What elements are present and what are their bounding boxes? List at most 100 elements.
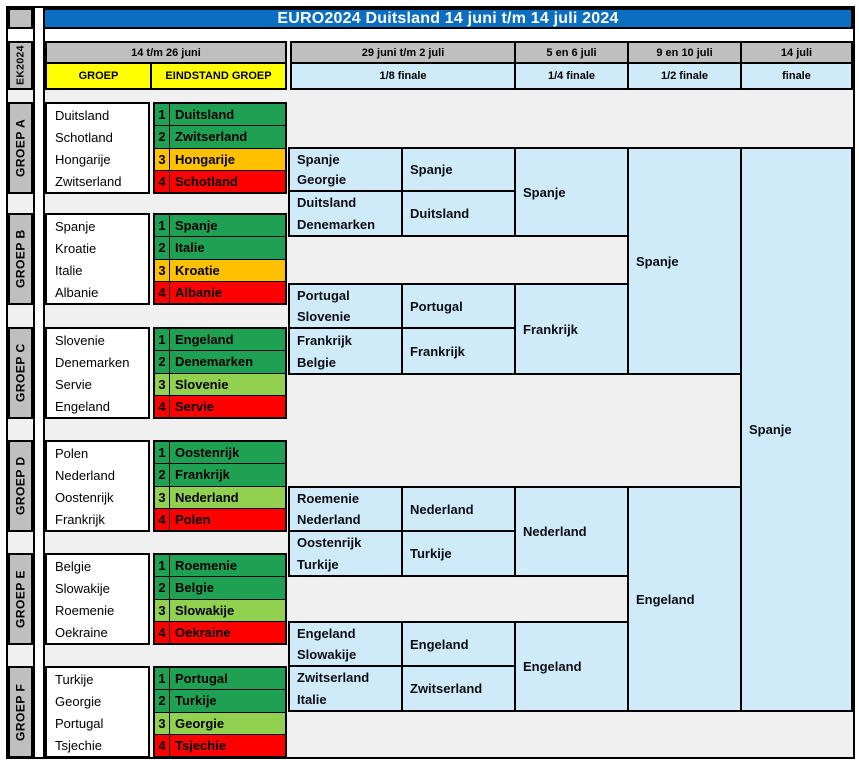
group-team: Slovenie [55, 333, 105, 348]
r16-team-away: Nederland [297, 512, 361, 527]
r16-team-home: Zwitserland [297, 670, 370, 686]
standing-rank: 3 [155, 599, 170, 621]
group-team: Engeland [55, 399, 110, 414]
standing-team: Nederland [175, 489, 239, 505]
r16-winner: Frankrijk [401, 327, 516, 375]
r16-match: Spanje Georgie [288, 147, 403, 192]
standing-row: 4 Tsjechie [155, 734, 285, 756]
standing-row: 4 Polen [155, 508, 285, 530]
standing-team: Portugal [175, 671, 228, 686]
standing-row: 1 Oostenrijk [155, 442, 285, 465]
standing-row: 3 Slowakije [155, 599, 285, 622]
title-gap-row [8, 29, 853, 41]
header-r16: 1/8 finale [290, 62, 516, 90]
standing-row: 2 Italie [155, 237, 285, 260]
standing-row: 3 Slovenie [155, 373, 285, 396]
standing-rank: 4 [155, 170, 170, 192]
standing-rank: 3 [155, 486, 170, 508]
champion: Spanje [740, 147, 853, 712]
group-standings: 1 Duitsland 2 Zwitserland 3 Hongarije 4 Schotla… [153, 102, 287, 194]
header-group-stage-date: 14 t/m 26 juni [45, 41, 287, 64]
standing-row: 2 Zwitserland [155, 126, 285, 149]
standing-team: Servie [175, 398, 215, 414]
standing-team: Tsjechie [175, 737, 227, 753]
header-qf-date: 5 en 6 juli [514, 41, 629, 64]
standing-row: 1 Duitsland [155, 104, 285, 127]
r16-team-home: Oostenrijk [297, 535, 362, 551]
group-team: Roemenie [55, 603, 115, 618]
group-team: Zwitserland [55, 174, 122, 189]
r16-team-away: Turkije [297, 556, 339, 572]
standing-team: Oekraine [175, 624, 231, 640]
r16-winner: Duitsland [401, 190, 516, 237]
sf-winner: Engeland [627, 486, 742, 712]
standing-rank: 1 [155, 104, 170, 126]
r16-winner: Turkije [401, 530, 516, 577]
r16-winner: Spanje [401, 147, 516, 192]
standing-row: 4 Albanie [155, 281, 285, 303]
group-standings: 1 Portugal 2 Turkije 3 Georgie 4 Tsjechie [153, 666, 287, 758]
standing-team: Roemenie [175, 558, 238, 573]
standing-team: Schotland [175, 173, 238, 189]
standing-rank: 2 [155, 690, 170, 712]
group-standings: 1 Engeland 2 Denemarken 3 Slovenie 4 Servie [153, 327, 287, 419]
standing-rank: 2 [155, 577, 170, 599]
group-sidebar-label: GROEP F [8, 666, 33, 758]
standing-row: 2 Turkije [155, 690, 285, 713]
group-team: Portugal [55, 716, 104, 731]
qf-winner: Engeland [514, 621, 629, 712]
standing-team: Slowakije [175, 602, 235, 618]
standing-team: Duitsland [175, 107, 235, 122]
r16-match: Portugal Slovenie [288, 283, 403, 329]
header-groep: GROEP [45, 62, 152, 90]
standing-team: Belgie [175, 580, 215, 596]
standing-rank: 1 [155, 555, 170, 577]
header-final: finale [740, 62, 853, 90]
standing-rank: 2 [155, 126, 170, 148]
r16-winner: Zwitserland [401, 665, 516, 712]
group-sidebar-label: GROEP D [8, 440, 33, 532]
header-eindstand: EINDSTAND GROEP [150, 62, 287, 90]
r16-team-away: Belgie [297, 354, 337, 370]
standing-row: 2 Belgie [155, 577, 285, 600]
standing-row: 1 Roemenie [155, 555, 285, 578]
standing-row: 3 Nederland [155, 486, 285, 509]
r16-team-away: Denemarken [297, 216, 376, 232]
r16-team-away: Italie [297, 691, 327, 707]
group-team: Tsjechie [55, 738, 102, 753]
group-team-list: Turkije Georgie Portugal Tsjechie [45, 666, 150, 758]
standing-team: Spanje [175, 218, 218, 233]
group-standings: 1 Spanje 2 Italie 3 Kroatie 4 Albanie [153, 213, 287, 305]
standing-team: Oostenrijk [175, 445, 240, 460]
group-sidebar-label: GROEP E [8, 553, 33, 645]
standing-team: Engeland [175, 332, 234, 347]
standing-team: Zwitserland [175, 129, 248, 145]
r16-match: Engeland Slowakije [288, 621, 403, 667]
standing-team: Georgie [175, 715, 225, 731]
qf-winner: Spanje [514, 147, 629, 237]
standing-row: 3 Georgie [155, 712, 285, 735]
group-team-list: Polen Nederland Oostenrijk Frankrijk [45, 440, 150, 532]
standing-row: 4 Oekraine [155, 621, 285, 643]
qf-winner: Nederland [514, 486, 629, 577]
header-qf: 1/4 finale [514, 62, 629, 90]
group-team: Oostenrijk [55, 490, 114, 505]
group-team: Slowakije [55, 581, 110, 596]
group-team: Georgie [55, 694, 102, 709]
standing-team: Albanie [175, 284, 222, 300]
standing-row: 4 Servie [155, 395, 285, 417]
r16-winner: Portugal [401, 283, 516, 329]
group-team: Spanje [55, 219, 96, 234]
standing-team: Frankrijk [175, 467, 230, 483]
group-team-list: Belgie Slowakije Roemenie Oekraine [45, 553, 150, 645]
group-team: Belgie [55, 559, 92, 574]
group-team: Oekraine [55, 625, 108, 640]
r16-team-away: Georgie [297, 172, 347, 188]
standing-rank: 3 [155, 259, 170, 281]
corner-cell [8, 8, 33, 29]
standing-team: Polen [175, 511, 211, 527]
standing-team: Hongarije [175, 151, 235, 167]
standing-rank: 4 [155, 395, 170, 417]
